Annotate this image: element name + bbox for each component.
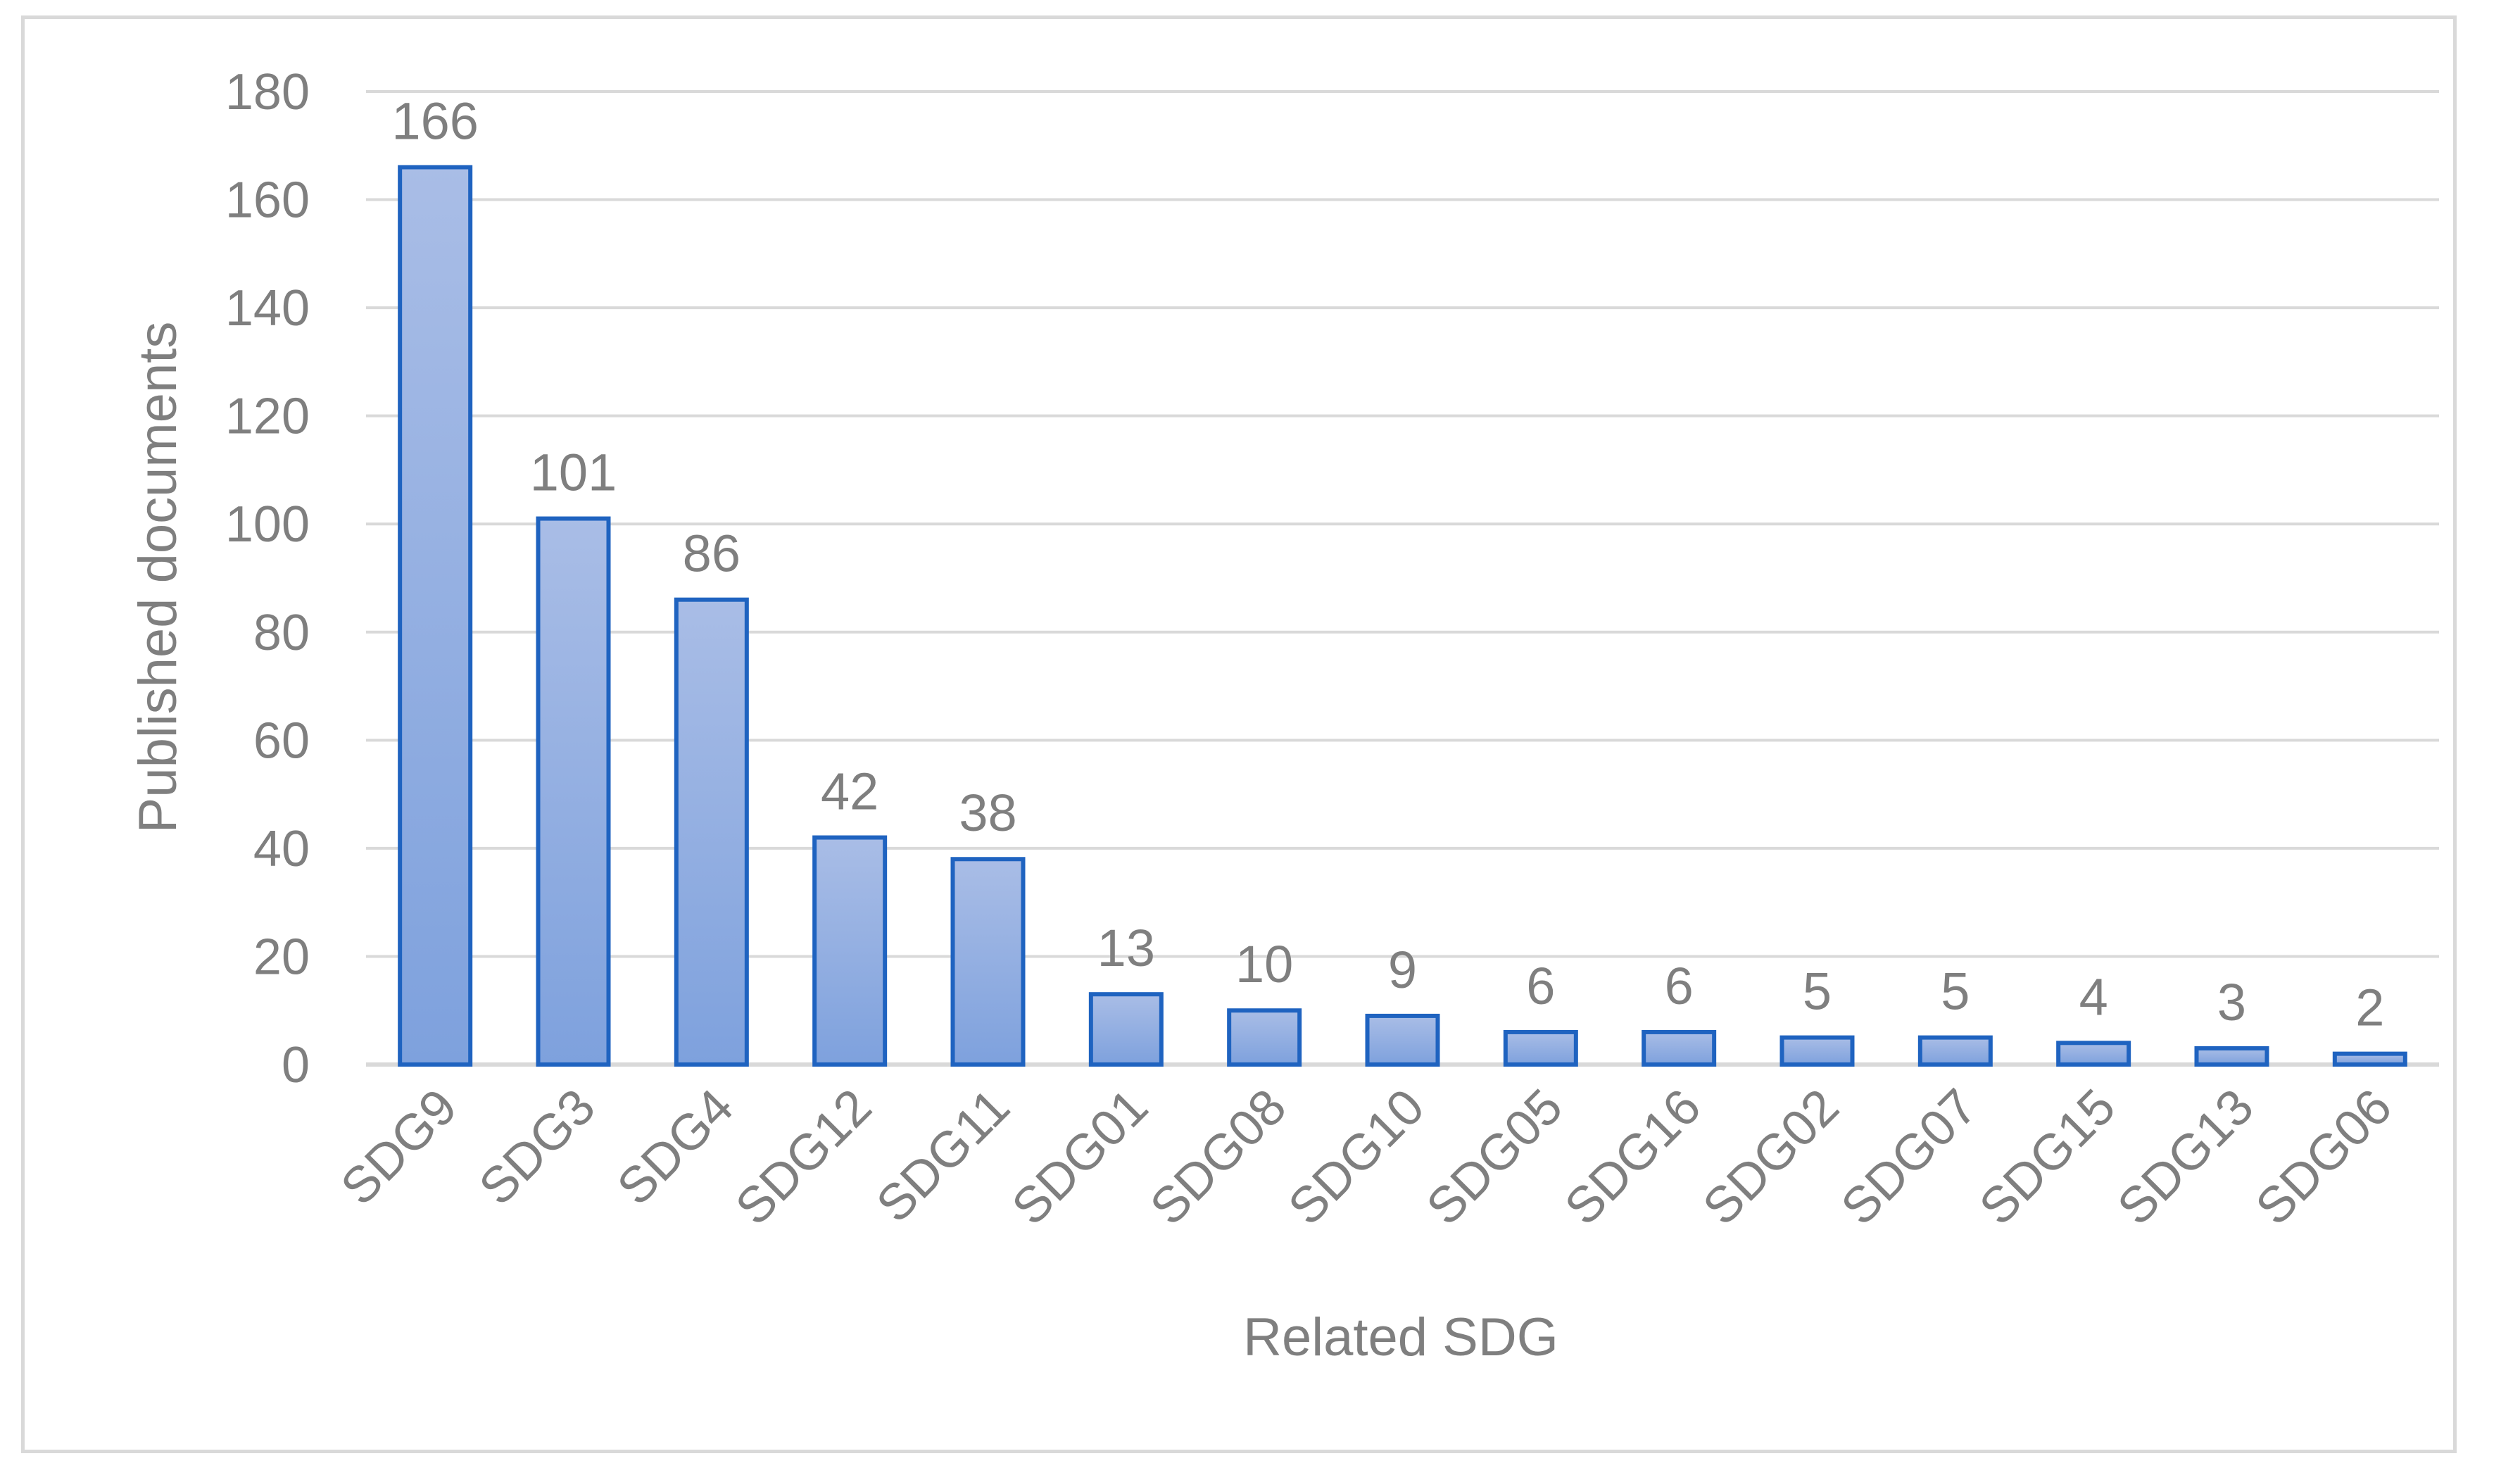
bar-sdg9 <box>398 165 473 1067</box>
chart-frame <box>21 15 2457 1453</box>
x-category-label: SDG11 <box>866 1079 1021 1234</box>
bar-sdg02 <box>1779 1035 1855 1067</box>
x-axis-title: Related SDG <box>1243 1307 1558 1367</box>
y-tick-label: 120 <box>225 389 310 445</box>
bar-sdg06 <box>2332 1051 2407 1067</box>
bars <box>398 165 2407 1067</box>
y-tick-label: 0 <box>282 1037 310 1093</box>
x-category-label: SDG02 <box>1692 1079 1850 1236</box>
bar-sdg08 <box>1227 1008 1302 1067</box>
bar-sdg05 <box>1503 1029 1578 1067</box>
x-category-label: SDG9 <box>330 1079 467 1216</box>
bar-sdg11 <box>950 857 1026 1067</box>
data-label: 13 <box>1097 919 1155 977</box>
x-axis-categories: SDG9 SDG3 SDG4SDG12SDG11SDG01SDG08SDG10SDG… <box>330 1079 2402 1236</box>
x-category-label: SDG08 <box>1140 1079 1297 1236</box>
x-category-label: SDG07 <box>1831 1079 1989 1236</box>
y-tick-label: 160 <box>225 172 310 229</box>
y-tick-label: 20 <box>253 929 310 985</box>
y-tick-label: 60 <box>253 713 310 769</box>
x-category-label: SDG16 <box>1554 1079 1712 1236</box>
x-category-label: SDG13 <box>2107 1079 2264 1236</box>
data-label: 42 <box>821 762 878 821</box>
y-axis-ticks: 0 20 40 60 80 100 120 140 160 180 <box>225 64 310 1093</box>
data-label: 10 <box>1235 935 1293 993</box>
data-label: 101 <box>530 444 617 502</box>
data-label: 5 <box>1941 962 1970 1021</box>
y-axis-title: Published documents <box>128 322 188 834</box>
x-category-label: SDG12 <box>725 1079 883 1236</box>
x-category-label: SDG01 <box>1002 1079 1159 1236</box>
x-category-label: SDG4 <box>607 1079 744 1216</box>
bar-sdg4 <box>674 597 749 1067</box>
x-category-label: SDG15 <box>1969 1079 2127 1236</box>
bar-sdg07 <box>1917 1035 1993 1067</box>
y-tick-label: 80 <box>253 605 310 661</box>
y-tick-label: 100 <box>225 496 310 553</box>
data-label: 38 <box>959 784 1016 842</box>
data-label: 2 <box>2355 979 2384 1037</box>
x-category-label: SDG06 <box>2245 1079 2403 1236</box>
y-tick-label: 40 <box>253 821 310 877</box>
data-label: 166 <box>391 92 478 150</box>
data-label: 6 <box>1526 957 1555 1015</box>
bar-sdg01 <box>1088 992 1164 1067</box>
bar-sdg16 <box>1642 1029 1717 1067</box>
bar-sdg12 <box>812 835 888 1067</box>
y-tick-label: 140 <box>225 280 310 337</box>
data-label: 4 <box>2079 967 2108 1026</box>
bar-sdg15 <box>2056 1041 2131 1067</box>
data-label: 86 <box>683 525 741 583</box>
x-category-label: SDG05 <box>1416 1079 1574 1236</box>
bar-sdg10 <box>1365 1013 1440 1067</box>
x-category-label: SDG10 <box>1278 1079 1435 1236</box>
data-labels: 166 101 86 42 38 13 10 9 6 6 5 5 4 3 2 <box>391 92 2384 1036</box>
data-label: 6 <box>1665 957 1694 1015</box>
data-label: 5 <box>1803 962 1832 1021</box>
data-label: 9 <box>1388 941 1417 999</box>
bar-sdg3 <box>536 516 611 1067</box>
x-category-label: SDG3 <box>469 1079 606 1216</box>
y-tick-label: 180 <box>225 64 310 120</box>
data-label: 3 <box>2217 973 2246 1031</box>
bar-sdg13 <box>2194 1046 2269 1067</box>
